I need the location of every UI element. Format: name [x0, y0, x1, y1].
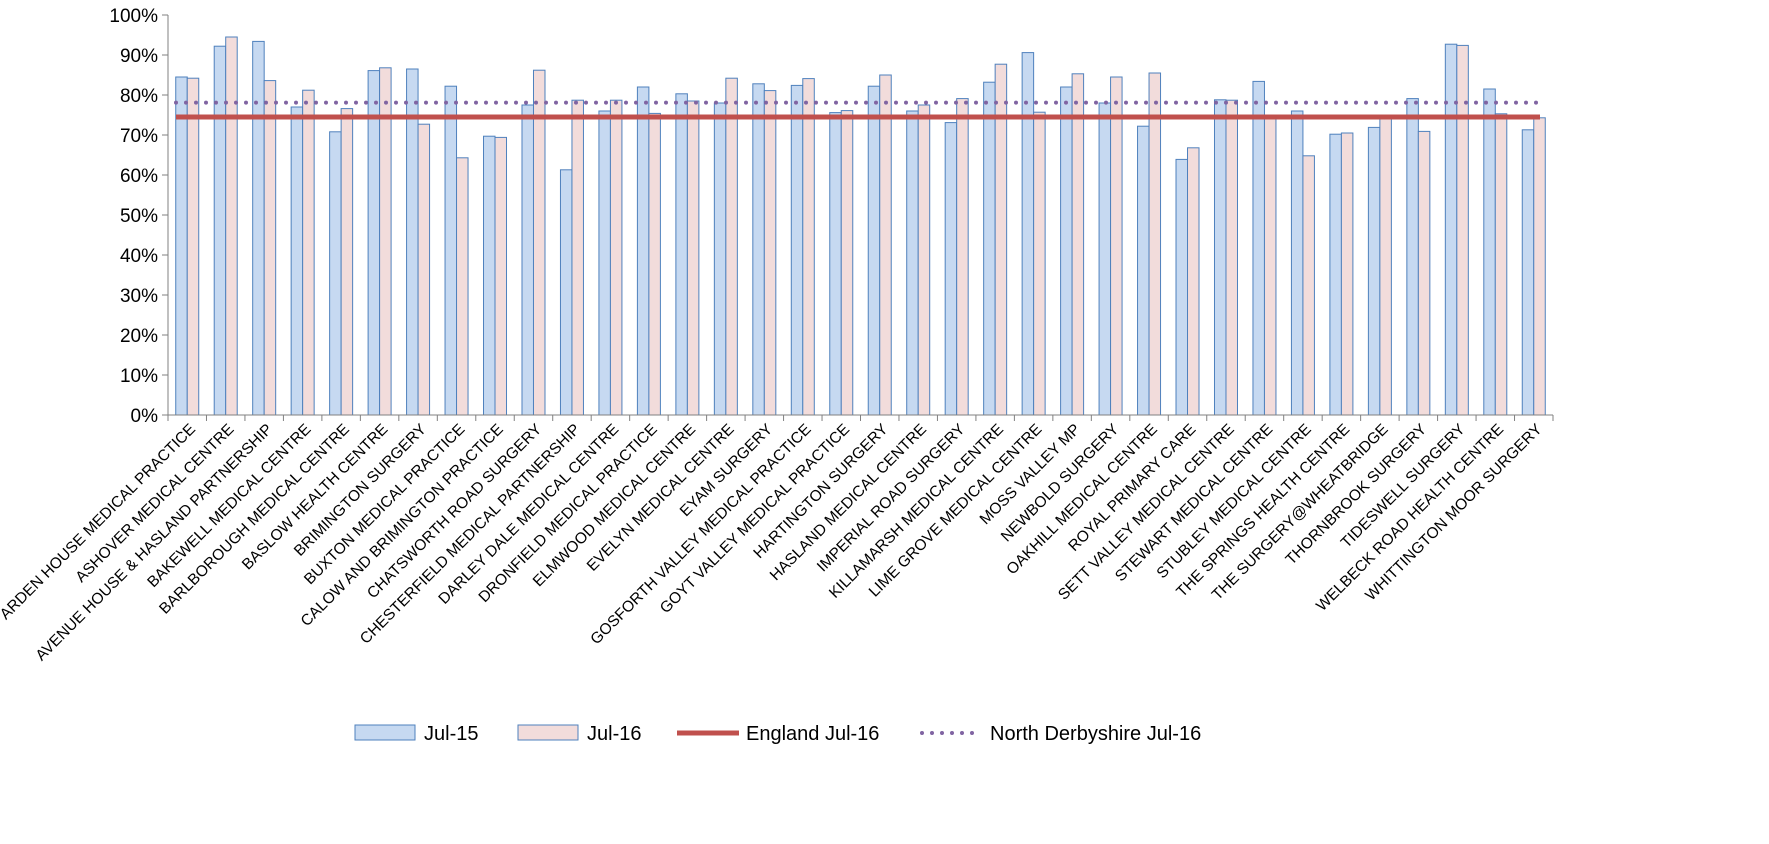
- reference-lines-layer: [174, 100, 1542, 120]
- bar-jul-15-14: [713, 102, 727, 416]
- y-tick-label: 80%: [120, 86, 158, 107]
- bar-jul-15-27: [1213, 99, 1227, 416]
- bar-jul-16-0: [186, 77, 200, 416]
- bar-jul-16-14: [725, 77, 738, 416]
- bar-jul-15-6: [406, 68, 419, 416]
- bar-jul-16-18: [879, 74, 892, 416]
- bar-jul-15-33: [1444, 43, 1458, 416]
- bar-jul-16-24: [1110, 76, 1123, 416]
- bar-jul-16-22: [1033, 111, 1046, 416]
- legend-item-england-jul-16: England Jul-16: [677, 723, 879, 745]
- bar-jul-16-17: [840, 110, 854, 416]
- bar-jul-16-2: [263, 80, 277, 416]
- bar-jul-16-12: [648, 112, 661, 416]
- bar-jul-15-18: [867, 85, 881, 416]
- y-tick-label: 40%: [120, 246, 158, 267]
- bar-jul-15-15: [752, 83, 765, 416]
- bar-jul-16-30: [1340, 132, 1354, 416]
- bar-jul-15-13: [675, 93, 688, 416]
- bar-jul-16-3: [302, 89, 315, 416]
- bar-jul-15-23: [1060, 86, 1073, 416]
- bar-jul-15-12: [636, 86, 650, 416]
- bar-jul-16-1: [225, 36, 238, 416]
- legend-item-north-derbyshire-jul-16: North Derbyshire Jul-16: [920, 723, 1201, 745]
- legend-swatch: [517, 724, 579, 741]
- bar-jul-15-25: [1137, 125, 1150, 416]
- bar-jul-16-8: [494, 136, 508, 416]
- legend-item-jul-15: Jul-15: [354, 723, 478, 745]
- bar-jul-16-23: [1071, 73, 1085, 416]
- bar-jul-15-34: [1483, 88, 1496, 416]
- bar-jul-16-34: [1494, 113, 1508, 416]
- legend: Jul-15 Jul-16 England Jul-16 North Derbyshi…: [354, 723, 1201, 745]
- bar-jul-16-11: [609, 99, 623, 416]
- bar-jul-15-19: [906, 110, 919, 416]
- y-tick-label: 50%: [120, 206, 158, 227]
- legend-label: Jul-15: [424, 723, 478, 745]
- bar-jul-15-20: [944, 122, 958, 416]
- bar-jul-15-32: [1406, 98, 1419, 416]
- bar-jul-15-24: [1098, 102, 1112, 416]
- y-tick-label: 0%: [131, 406, 159, 427]
- bar-jul-15-30: [1329, 133, 1342, 416]
- bar-jul-15-16: [790, 84, 804, 416]
- bar-jul-16-6: [417, 123, 431, 416]
- bar-jul-16-10: [571, 99, 584, 416]
- y-tick-label: 60%: [120, 166, 158, 187]
- bar-jul-15-10: [559, 169, 573, 416]
- bar-jul-15-0: [175, 76, 188, 416]
- bar-jul-16-4: [340, 108, 354, 416]
- bar-jul-15-29: [1290, 110, 1304, 416]
- bar-jul-15-31: [1367, 126, 1381, 416]
- y-tick-label: 30%: [120, 286, 158, 307]
- y-tick-label: 20%: [120, 326, 158, 347]
- bar-jul-16-19: [917, 104, 931, 416]
- bar-jul-16-35: [1533, 117, 1546, 416]
- bar-jul-16-9: [532, 69, 546, 416]
- legend-label: Jul-16: [587, 723, 641, 745]
- y-tick-label: 100%: [109, 6, 158, 27]
- bar-jul-15-2: [252, 40, 265, 416]
- bar-jul-16-32: [1417, 130, 1431, 416]
- legend-swatch: [354, 724, 416, 741]
- y-tick-label: 70%: [120, 126, 158, 147]
- bar-jul-16-29: [1302, 155, 1315, 416]
- legend-label: North Derbyshire Jul-16: [990, 723, 1201, 745]
- bar-jul-15-21: [983, 81, 996, 416]
- bar-jul-16-7: [456, 157, 469, 416]
- bar-jul-16-26: [1187, 147, 1200, 416]
- bar-jul-15-8: [483, 135, 496, 416]
- bar-jul-16-5: [379, 67, 392, 416]
- bar-jul-15-4: [329, 131, 342, 416]
- bar-jul-16-16: [802, 78, 815, 416]
- bar-jul-15-26: [1175, 158, 1189, 416]
- axes-layer: [167, 15, 1554, 421]
- bar-jul-16-20: [956, 98, 969, 416]
- legend-label: England Jul-16: [746, 723, 879, 745]
- bar-jul-15-28: [1252, 80, 1265, 416]
- bar-jul-16-25: [1148, 72, 1162, 416]
- y-tick-label: 10%: [120, 366, 158, 387]
- legend-item-jul-16: Jul-16: [517, 723, 641, 745]
- bar-jul-15-17: [829, 112, 842, 416]
- bar-jul-16-31: [1379, 114, 1392, 416]
- bar-jul-15-35: [1521, 129, 1535, 416]
- bar-jul-16-28: [1263, 116, 1277, 416]
- bars-layer: [175, 36, 1546, 416]
- bar-jul-15-22: [1021, 52, 1035, 416]
- bar-jul-15-11: [598, 110, 611, 416]
- y-axis-ticks: 0% 10% 20% 30% 40% 50% 60% 70% 80% 90% 100%: [109, 6, 168, 427]
- bar-jul-15-9: [521, 104, 534, 416]
- bar-jul-15-7: [444, 85, 458, 416]
- bar-jul-16-15: [763, 90, 777, 416]
- y-tick-label: 90%: [120, 46, 158, 67]
- bar-jul-16-27: [1225, 99, 1238, 416]
- bar-jul-15-3: [290, 106, 304, 416]
- bar-jul-15-5: [367, 70, 381, 416]
- bar-jul-16-13: [686, 100, 700, 416]
